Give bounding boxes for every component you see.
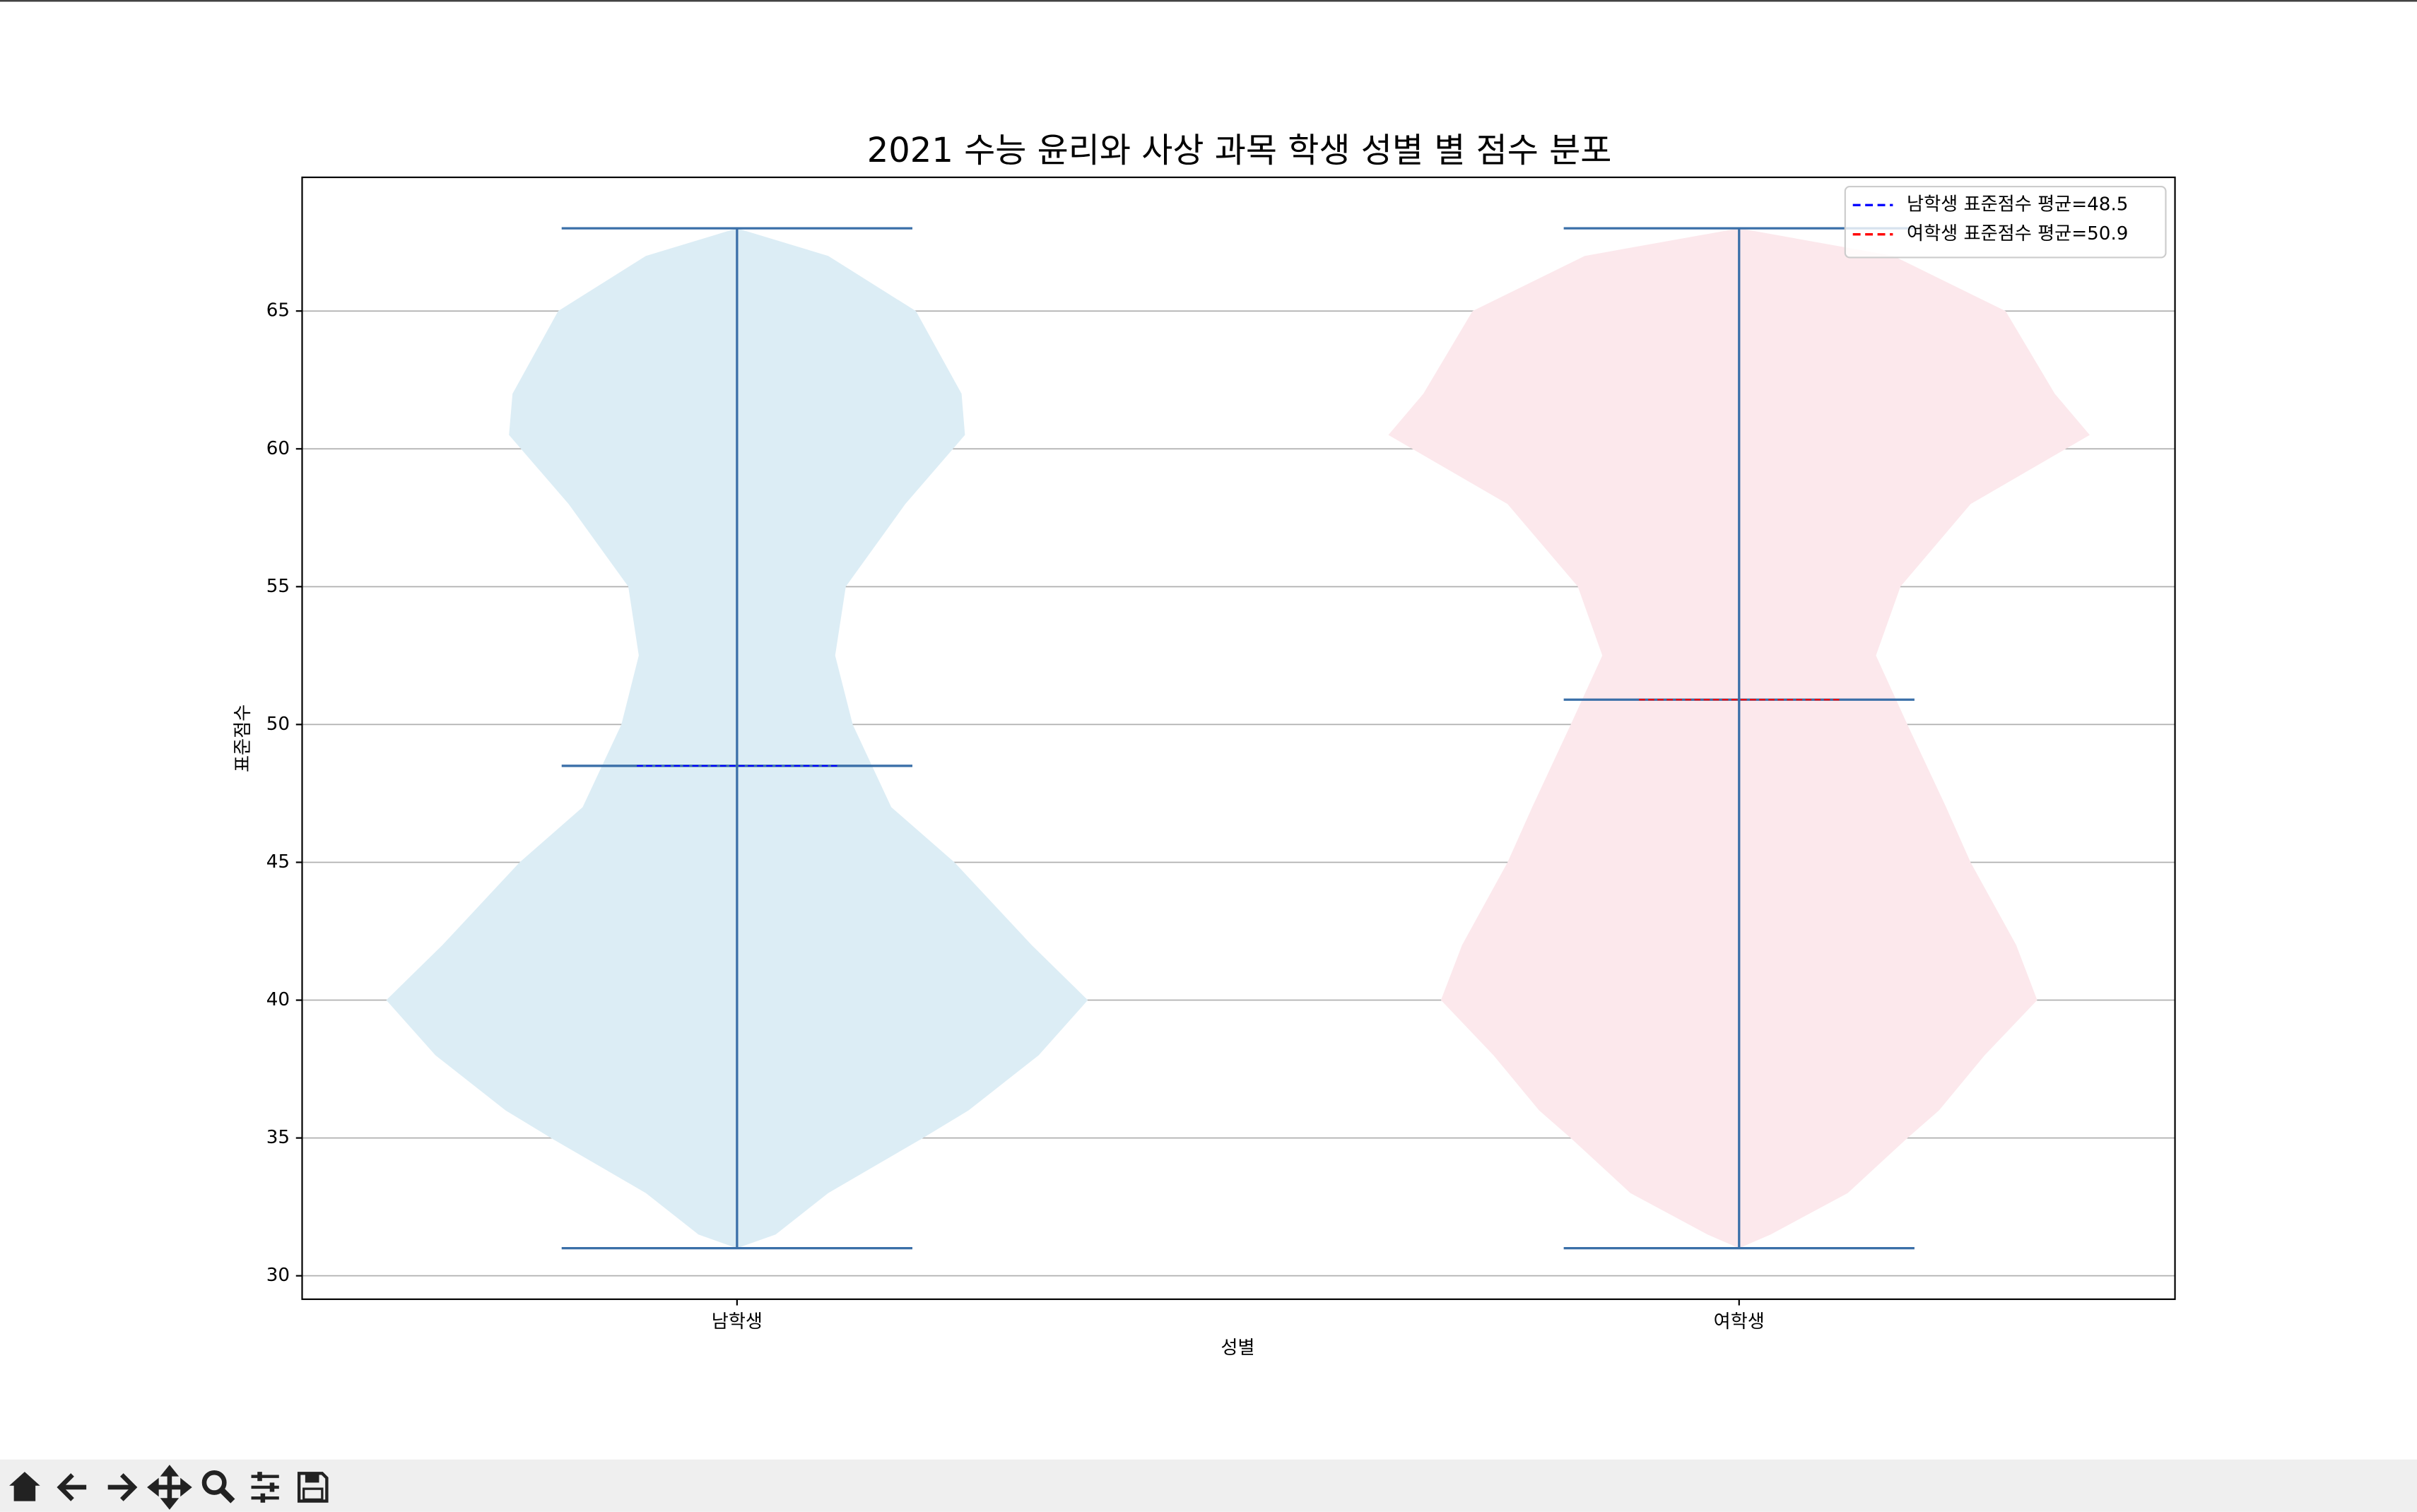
x-axis-label: 성별 xyxy=(1221,1337,1254,1359)
toolbar-bg xyxy=(0,1459,2417,1512)
pan-button[interactable] xyxy=(147,1465,192,1510)
forward-button[interactable] xyxy=(107,1473,138,1501)
y-tick-label: 65 xyxy=(266,300,290,321)
save-button[interactable] xyxy=(297,1472,329,1503)
y-tick-label: 45 xyxy=(266,851,290,873)
y-tick-label: 35 xyxy=(266,1127,290,1148)
y-tick-label: 30 xyxy=(266,1265,290,1286)
legend-box xyxy=(1844,185,2167,259)
axes-frame xyxy=(301,176,2176,1300)
x-tick-label: 남학생 xyxy=(712,1311,763,1333)
x-tick-label: 여학생 xyxy=(1714,1311,1765,1333)
y-tick-label: 40 xyxy=(266,989,290,1010)
back-button[interactable] xyxy=(57,1473,87,1501)
y-axis-label: 표준점수 xyxy=(233,704,254,772)
y-tick-label: 55 xyxy=(266,576,290,597)
legend-label: 남학생 표준점수 평균=48.5 xyxy=(1907,194,2128,215)
chart-title: 2021 수능 윤리와 사상 과목 학생 성별 별 점수 분포 xyxy=(867,131,1612,170)
zoom-button[interactable] xyxy=(201,1470,235,1504)
y-tick-label: 60 xyxy=(266,438,290,459)
y-tick-label: 50 xyxy=(266,714,290,735)
toolbar xyxy=(0,1459,2417,1512)
home-button[interactable] xyxy=(9,1472,40,1501)
configure-button[interactable] xyxy=(251,1472,279,1503)
plot: 30 35 40 45 50 55 60 65 남학생 여학생 남학생 표준점수 평균=48.5 여학… xyxy=(266,176,2176,1333)
legend-label: 여학생 표준점수 평균=50.9 xyxy=(1907,223,2128,244)
